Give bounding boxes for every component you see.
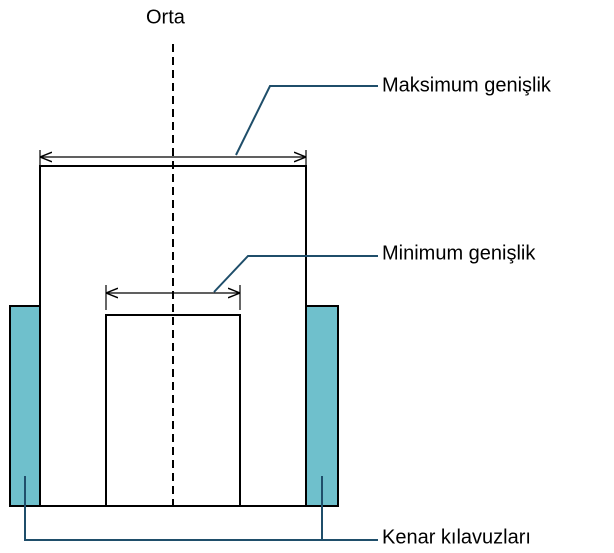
edge-guides-label: Kenar kılavuzları [382,526,531,548]
center-label: Orta [146,6,186,28]
left-guide [9,305,41,507]
min-width-label: Minimum genişlik [382,242,536,264]
leader [235,85,378,156]
max-width-label: Maksimum genişlik [382,74,552,96]
leader [24,476,378,541]
leader [213,255,378,293]
